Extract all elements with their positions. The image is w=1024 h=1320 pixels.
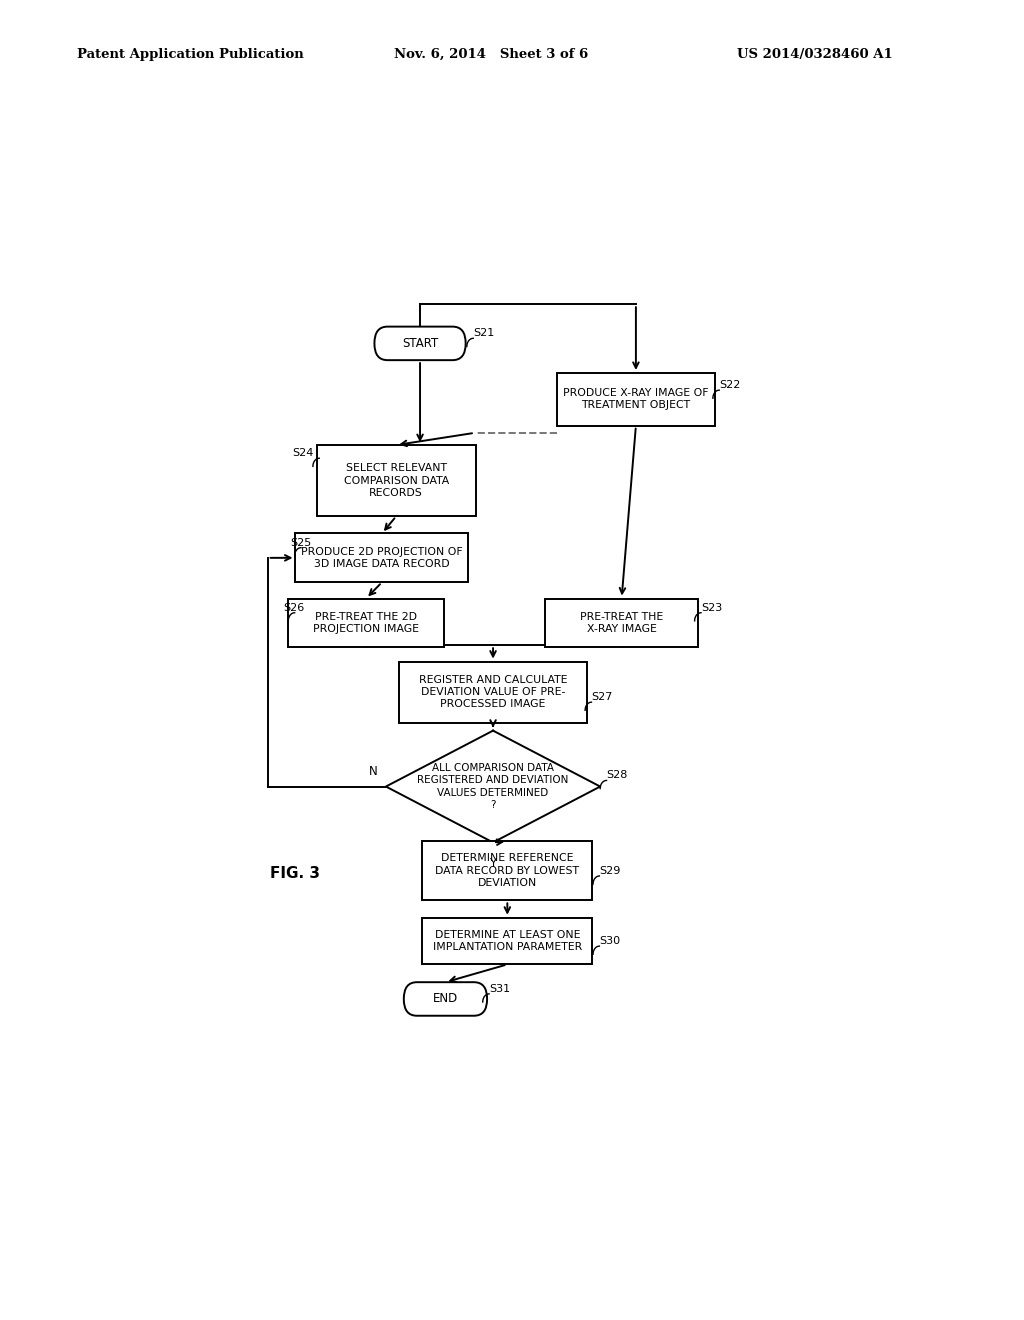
Text: SELECT RELEVANT
COMPARISON DATA
RECORDS: SELECT RELEVANT COMPARISON DATA RECORDS [344,463,449,498]
Text: S23: S23 [701,603,722,612]
Text: PRODUCE 2D PROJECTION OF
3D IMAGE DATA RECORD: PRODUCE 2D PROJECTION OF 3D IMAGE DATA R… [301,546,463,569]
Text: Y: Y [489,857,497,870]
Text: START: START [401,337,438,350]
Text: S21: S21 [473,329,495,338]
Text: FIG. 3: FIG. 3 [269,866,319,882]
Text: S26: S26 [284,603,305,612]
Text: S24: S24 [292,449,313,458]
Text: S29: S29 [599,866,621,876]
Text: S30: S30 [599,936,621,946]
Text: S31: S31 [489,983,510,994]
Text: N: N [370,766,378,779]
Text: PRE-TREAT THE 2D
PROJECTION IMAGE: PRE-TREAT THE 2D PROJECTION IMAGE [313,611,419,634]
FancyBboxPatch shape [375,326,466,360]
Text: US 2014/0328460 A1: US 2014/0328460 A1 [737,48,893,61]
Text: S28: S28 [606,771,628,780]
Bar [296,533,468,582]
Text: END: END [433,993,458,1006]
Text: S25: S25 [290,537,311,548]
Bar [289,598,443,647]
Text: DETERMINE AT LEAST ONE
IMPLANTATION PARAMETER: DETERMINE AT LEAST ONE IMPLANTATION PARA… [433,929,582,952]
Text: ALL COMPARISON DATA
REGISTERED AND DEVIATION
VALUES DETERMINED
?: ALL COMPARISON DATA REGISTERED AND DEVIA… [418,763,568,810]
Polygon shape [386,731,600,842]
Text: DETERMINE REFERENCE
DATA RECORD BY LOWEST
DEVIATION: DETERMINE REFERENCE DATA RECORD BY LOWES… [435,854,580,888]
Text: PRE-TREAT THE
X-RAY IMAGE: PRE-TREAT THE X-RAY IMAGE [580,611,664,634]
Bar [423,917,592,965]
Bar [316,445,475,516]
Bar [546,598,697,647]
Text: Nov. 6, 2014   Sheet 3 of 6: Nov. 6, 2014 Sheet 3 of 6 [394,48,589,61]
Bar [423,841,592,900]
Bar [399,661,587,722]
Text: REGISTER AND CALCULATE
DEVIATION VALUE OF PRE-
PROCESSED IMAGE: REGISTER AND CALCULATE DEVIATION VALUE O… [419,675,567,709]
FancyBboxPatch shape [403,982,487,1015]
Text: S22: S22 [719,380,740,389]
Text: Patent Application Publication: Patent Application Publication [77,48,303,61]
Text: S27: S27 [592,692,612,702]
Text: PRODUCE X-RAY IMAGE OF
TREATMENT OBJECT: PRODUCE X-RAY IMAGE OF TREATMENT OBJECT [563,388,709,411]
Bar [557,372,716,426]
